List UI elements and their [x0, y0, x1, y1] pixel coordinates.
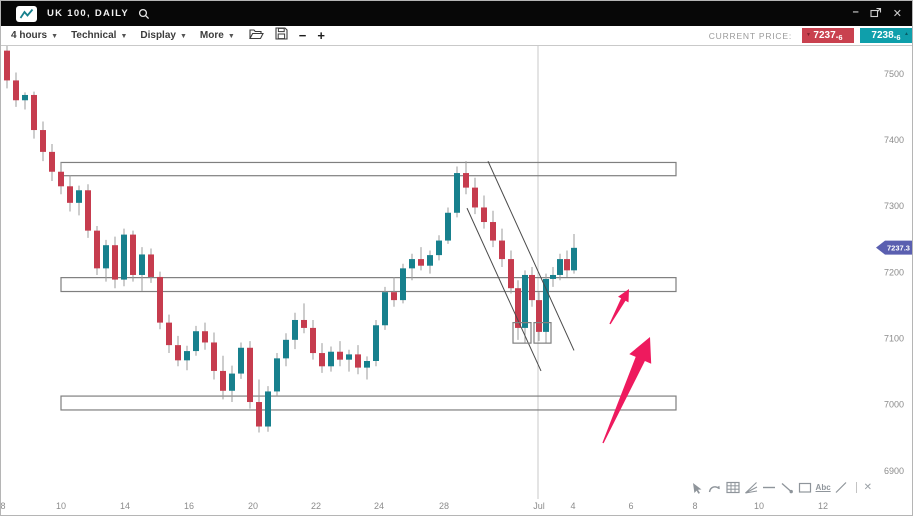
toolbar-divider — [855, 482, 857, 493]
tick-down-icon: ▼ — [806, 32, 811, 38]
chevron-down-icon: ▼ — [179, 32, 187, 40]
chart-toolbar: 4 hours ▼ Technical ▼ Display ▼ More ▼ — [1, 26, 912, 46]
text-tool-icon[interactable]: Abc — [815, 483, 831, 492]
zoom-out-button[interactable]: − — [298, 28, 307, 43]
technical-dropdown[interactable]: Technical ▼ — [71, 30, 128, 41]
svg-text:7500: 7500 — [884, 69, 904, 79]
current-price-label: CURRENT PRICE: — [708, 30, 792, 41]
svg-text:7237.3: 7237.3 — [887, 243, 910, 252]
svg-text:12: 12 — [818, 501, 828, 511]
bid-price-button[interactable]: ▼ 7237. 6 — [802, 28, 854, 43]
horizontal-line-icon[interactable] — [762, 480, 777, 495]
line-chart-icon — [19, 8, 34, 18]
more-dropdown[interactable]: More ▼ — [199, 30, 235, 41]
title-bar: UK 100, DAILY – ✕ — [1, 1, 912, 26]
window-controls: – ✕ — [853, 5, 902, 23]
zoom-in-button[interactable]: + — [317, 28, 325, 43]
ray-icon[interactable] — [834, 480, 849, 495]
svg-text:7300: 7300 — [884, 201, 904, 211]
grid-icon[interactable] — [726, 480, 741, 495]
svg-text:7200: 7200 — [884, 267, 904, 277]
svg-text:22: 22 — [311, 501, 321, 511]
svg-text:7000: 7000 — [884, 400, 904, 410]
svg-text:20: 20 — [248, 501, 258, 511]
trend-line-icon[interactable] — [780, 480, 795, 495]
minimize-button[interactable]: – — [852, 5, 859, 18]
svg-text:4: 4 — [570, 501, 575, 511]
app-logo — [16, 5, 37, 22]
svg-text:28: 28 — [439, 501, 449, 511]
svg-text:7400: 7400 — [884, 135, 904, 145]
rectangle-icon[interactable] — [798, 480, 813, 495]
svg-text:24: 24 — [374, 501, 384, 511]
close-drawbar-icon[interactable]: ✕ — [863, 482, 872, 493]
timeframe-dropdown[interactable]: 4 hours ▼ — [11, 30, 59, 41]
popout-window-icon[interactable] — [870, 5, 882, 23]
svg-text:Jul: Jul — [533, 501, 545, 511]
svg-text:10: 10 — [56, 501, 66, 511]
svg-text:7100: 7100 — [884, 334, 904, 344]
drawing-toolbar: Abc ✕ — [690, 480, 872, 495]
open-folder-icon[interactable] — [248, 27, 264, 45]
svg-text:16: 16 — [184, 501, 194, 511]
curved-arrow-icon[interactable] — [708, 480, 723, 495]
svg-text:6900: 6900 — [884, 466, 904, 476]
pointer-arrow-icon[interactable] — [690, 480, 705, 495]
svg-text:6: 6 — [628, 501, 633, 511]
svg-text:8: 8 — [1, 501, 6, 511]
ask-price-button[interactable]: 7238. 6 ▲ — [860, 28, 912, 43]
tick-up-icon: ▲ — [904, 31, 909, 37]
display-dropdown[interactable]: Display ▼ — [140, 30, 187, 41]
candlestick-chart[interactable]: 7500 7400 7300 7200 7100 7000 6900 8 10 14 16 20 22 2… — [1, 46, 913, 516]
chevron-down-icon: ▼ — [120, 32, 128, 40]
svg-text:14: 14 — [120, 501, 130, 511]
svg-text:8: 8 — [692, 501, 697, 511]
search-icon[interactable] — [138, 8, 150, 20]
close-button[interactable]: ✕ — [892, 8, 902, 20]
current-price-group: CURRENT PRICE: ▼ 7237. 6 7238. 6 ▲ — [709, 28, 912, 43]
svg-text:10: 10 — [754, 501, 764, 511]
chevron-down-icon: ▼ — [51, 32, 59, 40]
fan-lines-icon[interactable] — [744, 480, 759, 495]
save-icon[interactable] — [275, 26, 288, 45]
instrument-title: UK 100, DAILY — [47, 8, 130, 19]
chevron-down-icon: ▼ — [227, 32, 235, 40]
